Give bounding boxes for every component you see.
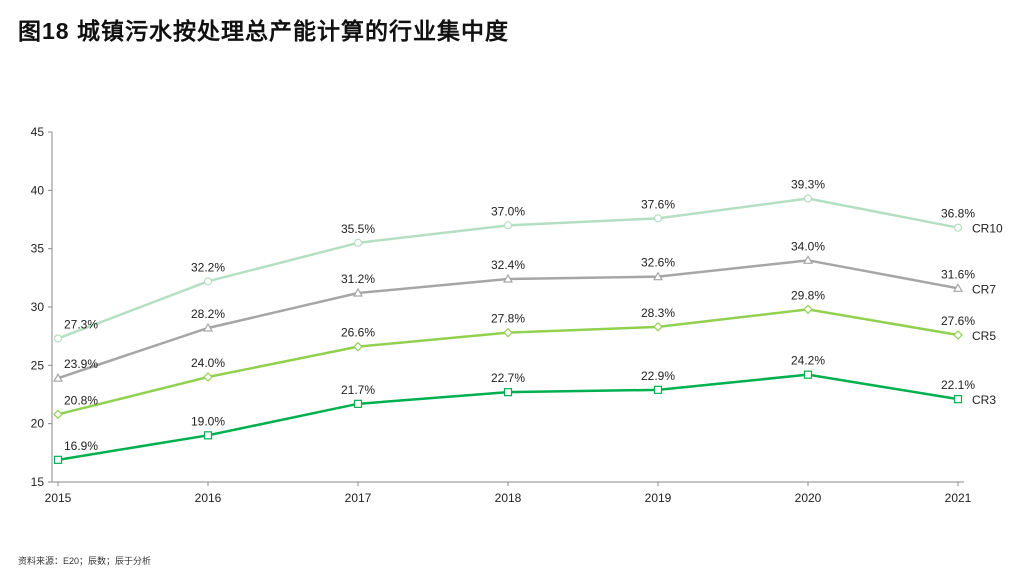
marker-triangle [802,255,814,264]
y-tick-label: 40 [31,183,45,197]
y-tick-label: 45 [31,125,45,139]
marker-triangle [952,283,964,292]
marker-diamond [203,372,213,382]
marker-triangle [652,271,664,281]
data-label: 26.6% [341,326,375,340]
y-tick-label: 15 [31,475,45,489]
data-label: 36.8% [941,207,975,221]
x-tick-label: 2021 [945,491,972,505]
data-label: 20.8% [64,393,98,407]
marker-diamond [803,304,813,315]
series-label-CR10: CR10 [972,222,1003,236]
marker-triangle [502,273,514,283]
marker-square [503,388,513,397]
data-label: 39.3% [791,178,825,192]
series-label-CR5: CR5 [972,329,996,343]
data-label: 31.6% [941,267,975,281]
chart-title: 图18 城镇污水按处理总产能计算的行业集中度 [18,18,509,44]
data-label: 19.0% [191,414,225,428]
marker-diamond [953,330,963,340]
marker-circle [203,277,213,286]
marker-circle [353,238,363,247]
marker-square [353,399,363,408]
y-tick-label: 20 [31,417,45,431]
data-label: 35.5% [341,222,375,236]
data-label: 21.7% [341,383,375,397]
marker-square [203,431,213,440]
data-label: 28.3% [641,306,675,320]
data-label: 23.9% [64,357,98,371]
data-label: 22.1% [941,378,975,392]
marker-square [653,385,663,394]
data-label: 28.2% [191,307,225,321]
marker-circle [803,194,813,203]
data-label: 31.2% [341,272,375,286]
data-label: 24.2% [791,354,825,368]
marker-triangle [202,322,214,332]
x-tick-label: 2017 [345,491,372,505]
x-tick-label: 2019 [645,491,672,505]
data-label: 27.3% [64,318,98,332]
data-label: 24.0% [191,356,225,370]
y-tick-label: 35 [31,242,45,256]
marker-square [803,370,813,379]
marker-diamond [53,409,63,420]
y-tick-label: 25 [31,358,45,372]
y-tick-label: 30 [31,300,45,314]
data-label: 32.2% [191,260,225,274]
data-label: 16.9% [64,439,98,453]
series-label-CR3: CR3 [972,393,996,407]
marker-triangle [352,287,364,297]
data-label: 34.0% [791,239,825,253]
marker-diamond [353,341,363,352]
marker-diamond [503,327,513,338]
data-label: 32.6% [641,256,675,270]
data-label: 27.6% [941,314,975,328]
marker-diamond [653,321,663,332]
data-label: 37.0% [491,204,525,218]
x-tick-label: 2016 [195,491,222,505]
marker-square [53,455,63,464]
marker-circle [653,214,663,223]
data-label: 22.7% [491,371,525,385]
x-tick-label: 2015 [45,491,72,505]
x-tick-label: 2020 [795,491,822,505]
marker-circle [53,334,63,343]
marker-triangle [52,372,64,382]
series-label-CR7: CR7 [972,282,996,296]
x-tick-label: 2018 [495,491,522,505]
marker-circle [953,223,963,232]
data-label: 37.6% [641,197,675,211]
data-label: 22.9% [641,369,675,383]
marker-circle [503,221,513,230]
data-label: 27.8% [491,312,525,326]
data-label: 32.4% [491,258,525,272]
data-label: 29.8% [791,288,825,302]
marker-square [953,395,963,404]
source-note: 资料来源：E20；辰数；辰于分析 [18,556,152,566]
